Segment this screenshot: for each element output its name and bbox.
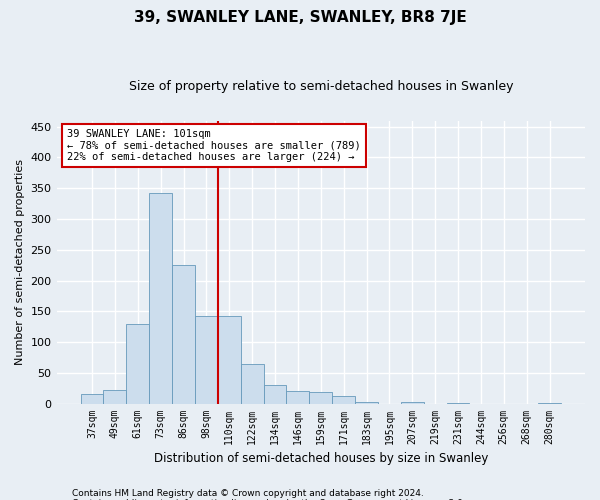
Bar bbox=[355, 402, 378, 404]
Bar bbox=[241, 364, 263, 404]
Bar bbox=[195, 316, 218, 404]
Bar bbox=[332, 396, 355, 404]
Title: Size of property relative to semi-detached houses in Swanley: Size of property relative to semi-detach… bbox=[128, 80, 513, 93]
Text: 39 SWANLEY LANE: 101sqm
← 78% of semi-detached houses are smaller (789)
22% of s: 39 SWANLEY LANE: 101sqm ← 78% of semi-de… bbox=[67, 129, 361, 162]
Bar bbox=[263, 385, 286, 404]
Text: Contains public sector information licensed under the Open Government Licence v3: Contains public sector information licen… bbox=[72, 498, 466, 500]
Bar bbox=[103, 390, 127, 404]
Bar bbox=[149, 193, 172, 404]
Text: Contains HM Land Registry data © Crown copyright and database right 2024.: Contains HM Land Registry data © Crown c… bbox=[72, 488, 424, 498]
Bar bbox=[401, 402, 424, 404]
X-axis label: Distribution of semi-detached houses by size in Swanley: Distribution of semi-detached houses by … bbox=[154, 452, 488, 465]
Bar bbox=[538, 403, 561, 404]
Bar bbox=[310, 392, 332, 404]
Bar bbox=[218, 316, 241, 404]
Text: 39, SWANLEY LANE, SWANLEY, BR8 7JE: 39, SWANLEY LANE, SWANLEY, BR8 7JE bbox=[134, 10, 466, 25]
Bar bbox=[127, 324, 149, 404]
Bar bbox=[80, 394, 103, 404]
Bar bbox=[446, 403, 469, 404]
Bar bbox=[286, 392, 310, 404]
Y-axis label: Number of semi-detached properties: Number of semi-detached properties bbox=[15, 159, 25, 365]
Bar bbox=[172, 265, 195, 404]
